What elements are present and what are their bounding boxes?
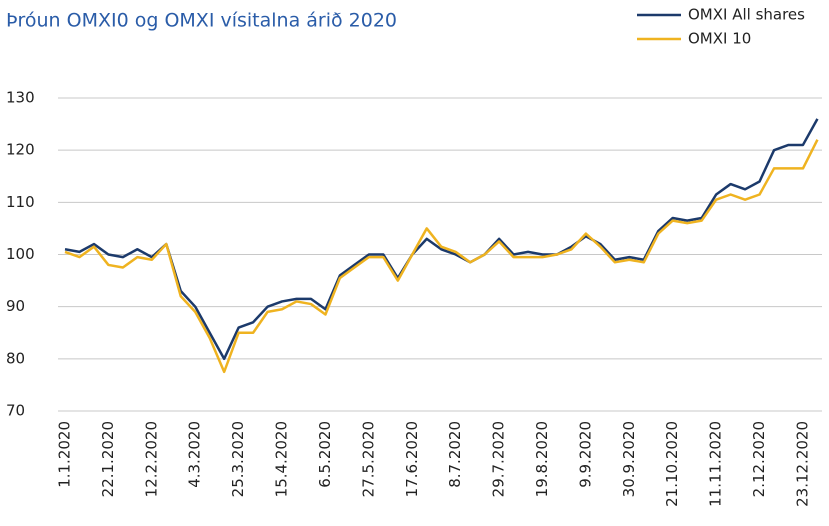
x-tick-label: 6.5.2020 bbox=[316, 421, 334, 488]
x-tick-label: 17.6.2020 bbox=[403, 421, 421, 497]
line-series bbox=[64, 118, 819, 361]
y-tick-label: 80 bbox=[6, 349, 25, 367]
x-tick-label: 23.12.2020 bbox=[793, 421, 811, 507]
chart-title: Þróun OMXI0 og OMXI vísitalna árið 2020 bbox=[6, 10, 397, 32]
y-tick-label: 70 bbox=[6, 402, 25, 420]
x-tick-label: 15.4.2020 bbox=[273, 421, 291, 497]
x-tick-label: 8.7.2020 bbox=[446, 421, 464, 488]
x-tick-label: 29.7.2020 bbox=[490, 421, 508, 497]
x-tick-label: 11.11.2020 bbox=[707, 421, 725, 507]
legend-label: OMXI 10 bbox=[688, 30, 751, 48]
x-tick-label: 1.1.2020 bbox=[56, 421, 74, 488]
x-tick-label: 2.12.2020 bbox=[750, 421, 768, 497]
x-tick-label: 19.8.2020 bbox=[533, 421, 551, 497]
x-tick-label: 25.3.2020 bbox=[229, 421, 247, 497]
x-tick-label: 27.5.2020 bbox=[359, 421, 377, 497]
y-tick-label: 120 bbox=[6, 141, 35, 159]
y-tick-label: 130 bbox=[6, 89, 35, 107]
y-tick-label: 100 bbox=[6, 245, 35, 263]
x-tick-label: 12.2.2020 bbox=[142, 421, 160, 497]
x-tick-label: 4.3.2020 bbox=[186, 421, 204, 488]
y-tick-label: 110 bbox=[6, 193, 35, 211]
x-tick-label: 22.1.2020 bbox=[99, 421, 117, 497]
x-tick-label: 9.9.2020 bbox=[576, 421, 594, 488]
x-tick-label: 30.9.2020 bbox=[620, 421, 638, 497]
line-series bbox=[64, 139, 819, 374]
y-tick-label: 90 bbox=[6, 297, 25, 315]
legend-label: OMXI All shares bbox=[688, 6, 805, 24]
x-tick-label: 21.10.2020 bbox=[663, 421, 681, 507]
